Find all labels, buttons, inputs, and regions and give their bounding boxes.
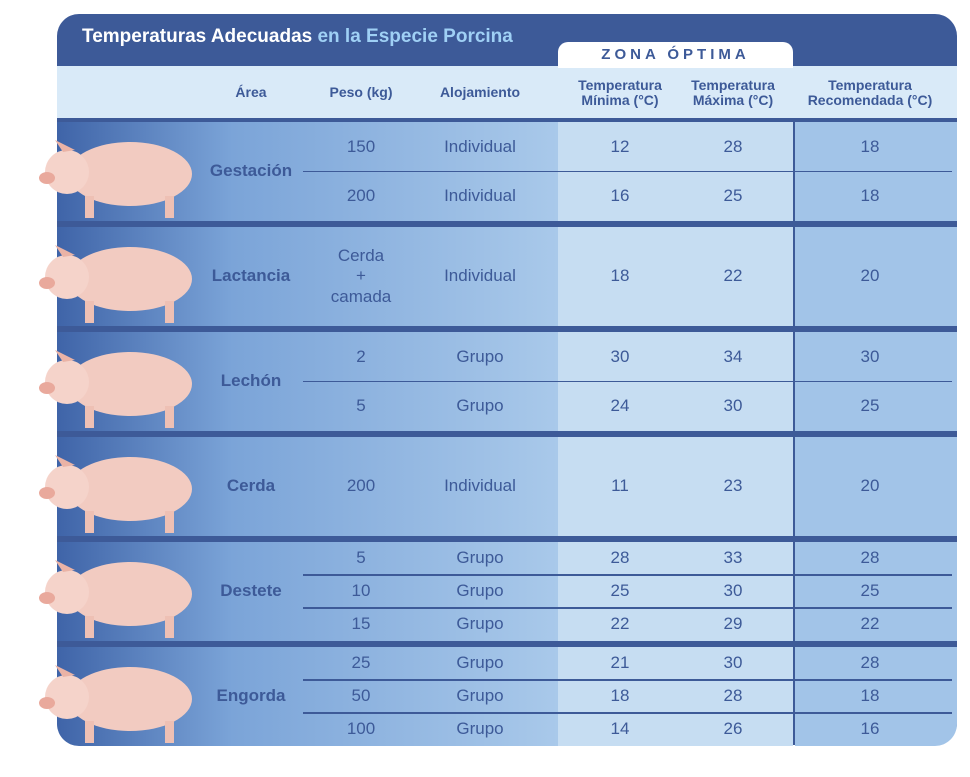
zone-label: ZONA ÓPTIMA [558, 42, 793, 68]
table-cell: 2 [356, 346, 366, 366]
table-cell: 28 [860, 548, 880, 568]
table-cell: Grupo [456, 346, 504, 366]
area-label: Lactancia [211, 266, 291, 286]
table-cell: 10 [351, 581, 371, 601]
area-label: Gestación [209, 161, 293, 181]
title-main: Temperaturas Adecuadas [82, 26, 313, 47]
table-cell: 18 [610, 266, 630, 286]
table-cell: Individual [444, 186, 516, 206]
recommended-band [795, 542, 957, 641]
table-cell: 22 [860, 614, 880, 634]
table-cell: 28 [723, 136, 743, 156]
table-cell: 20 [860, 476, 880, 496]
table-cell: 5 [356, 396, 366, 416]
table-cell: 200 [346, 186, 376, 206]
table-cell: 28 [723, 686, 743, 706]
table-cell: 20 [860, 266, 880, 286]
table-cell: 150 [346, 136, 376, 156]
table-cell: 18 [860, 686, 880, 706]
row-separator [303, 679, 952, 681]
pig-illustration [39, 350, 192, 428]
table-cell: 33 [723, 548, 743, 568]
column-header: Peso (kg) [329, 84, 393, 101]
table-cell: 50 [351, 686, 371, 706]
pig-illustration [39, 665, 192, 743]
header-row [57, 66, 957, 118]
table-cell: 18 [610, 686, 630, 706]
title-highlight: en la Especie Porcina [317, 26, 513, 47]
column-header: Alojamiento [439, 84, 521, 101]
table-cell: Grupo [456, 614, 504, 634]
table-cell: Grupo [456, 653, 504, 673]
pig-illustration [39, 455, 192, 533]
table-cell: 29 [723, 614, 743, 634]
table-cell: 16 [610, 186, 630, 206]
table-cell: 25 [860, 581, 880, 601]
table-cell: 30 [723, 581, 743, 601]
table-cell: Grupo [456, 719, 504, 739]
recommended-band [795, 647, 957, 746]
table-cell: 34 [723, 346, 743, 366]
pig-illustration [39, 560, 192, 638]
zone-band [558, 542, 793, 641]
table-cell: 23 [723, 476, 743, 496]
table-cell: 14 [610, 719, 630, 739]
column-header: Área [235, 84, 267, 101]
row-separator [303, 607, 952, 609]
table-cell: 28 [610, 548, 630, 568]
zone-band [558, 437, 793, 536]
table-cell: 12 [610, 136, 630, 156]
table-cell: 21 [610, 653, 630, 673]
table-cell: 22 [723, 266, 743, 286]
row-separator [303, 574, 952, 576]
table-cell: Cerda + camada [330, 245, 392, 306]
table-cell: 30 [860, 346, 880, 366]
table-cell: Grupo [456, 581, 504, 601]
row-separator [303, 712, 952, 714]
table-cell: Individual [444, 266, 516, 286]
table-cell: 24 [610, 396, 630, 416]
table-cell: Individual [444, 476, 516, 496]
column-header: Temperatura Máxima (°C) [691, 76, 775, 108]
recommended-band [795, 437, 957, 536]
area-label: Lechón [220, 371, 282, 391]
area-label: Cerda [226, 476, 276, 496]
table-cell: 25 [351, 653, 371, 673]
title: Temperaturas Adecuadas en la Especie Por… [82, 26, 513, 48]
table-cell: 15 [351, 614, 371, 634]
column-header: Temperatura Recomendada (°C) [807, 76, 933, 108]
row-separator [303, 170, 952, 172]
pig-illustration [39, 245, 192, 323]
table-cell: 18 [860, 186, 880, 206]
table-cell: 18 [860, 136, 880, 156]
table-cell: 16 [860, 719, 880, 739]
table-cell: 100 [346, 719, 376, 739]
table-cell: Grupo [456, 548, 504, 568]
area-label: Engorda [216, 686, 286, 706]
table-cell: 30 [723, 653, 743, 673]
table-cell: Individual [444, 136, 516, 156]
table-cell: Grupo [456, 686, 504, 706]
area-label: Destete [220, 581, 282, 601]
table-cell: 22 [610, 614, 630, 634]
row-separator [303, 380, 952, 382]
column-header: Temperatura Mínima (°C) [578, 76, 662, 108]
zone-band [558, 647, 793, 746]
table-cell: 5 [356, 548, 366, 568]
table-cell: 25 [610, 581, 630, 601]
table-cell: 25 [860, 396, 880, 416]
recommended-band [795, 227, 957, 326]
table-cell: 25 [723, 186, 743, 206]
table-cell: 30 [610, 346, 630, 366]
pig-illustration [39, 140, 192, 218]
zone-band [558, 227, 793, 326]
table-cell: Grupo [456, 396, 504, 416]
table-cell: 200 [346, 476, 376, 496]
table-cell: 26 [723, 719, 743, 739]
table-cell: 30 [723, 396, 743, 416]
table-cell: 28 [860, 653, 880, 673]
table-cell: 11 [611, 476, 629, 496]
